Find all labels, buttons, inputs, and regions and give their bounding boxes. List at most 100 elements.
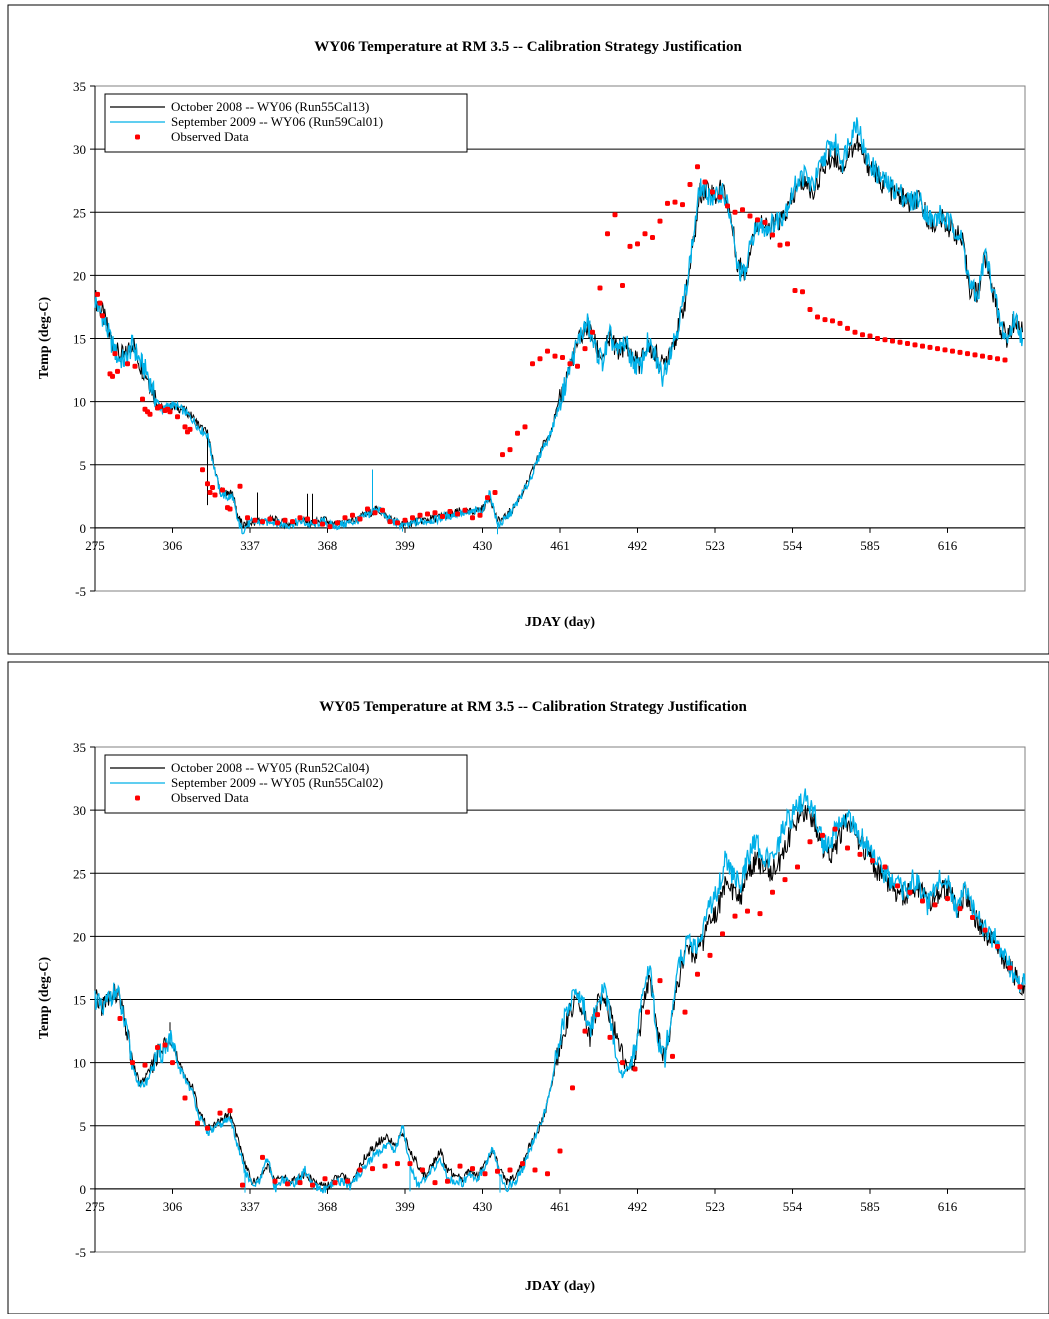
observed-point	[545, 1171, 550, 1177]
observed-point	[582, 1028, 588, 1034]
y-tick-label: 35	[73, 740, 86, 755]
observed-point	[845, 845, 850, 851]
observed-point	[857, 851, 863, 857]
observed-point	[335, 520, 340, 526]
y-tick-label: 30	[73, 803, 86, 818]
observed-point	[645, 1009, 650, 1015]
observed-point	[707, 952, 713, 958]
observed-point	[807, 839, 813, 845]
observed-point	[310, 1182, 315, 1188]
y-tick-label: 25	[73, 866, 86, 881]
observed-point	[912, 342, 918, 348]
observed-point	[972, 352, 978, 358]
observed-point	[482, 1171, 488, 1177]
y-tick-label: 5	[80, 1119, 87, 1134]
observed-point	[987, 354, 993, 360]
observed-point	[897, 339, 903, 345]
x-tick-label: 461	[550, 1199, 570, 1214]
observed-point	[95, 291, 100, 297]
x-tick-label: 399	[395, 538, 415, 553]
observed-point	[327, 524, 333, 530]
observed-point	[927, 344, 933, 350]
observed-point	[237, 483, 243, 489]
observed-point	[620, 1060, 625, 1066]
x-tick-label: 554	[783, 538, 803, 553]
observed-point	[182, 424, 188, 430]
observed-point	[132, 363, 138, 369]
observed-point	[445, 1178, 450, 1184]
observed-point	[272, 1178, 278, 1184]
observed-point	[570, 1085, 575, 1091]
observed-point	[207, 490, 213, 496]
observed-point	[557, 1148, 563, 1154]
observed-point	[597, 285, 603, 291]
legend-entry: Observed Data	[171, 790, 249, 805]
observed-point	[455, 511, 460, 517]
observed-point	[157, 404, 163, 410]
observed-point	[717, 194, 723, 200]
observed-point	[950, 348, 955, 354]
observed-point	[507, 447, 513, 453]
series-line-september-2009	[94, 788, 1026, 1194]
x-axis-label: JDAY (day)	[525, 615, 595, 630]
observed-point	[590, 329, 595, 335]
observed-point	[995, 943, 1000, 949]
legend-swatch	[135, 795, 140, 801]
observed-point	[957, 906, 963, 912]
observed-point	[612, 212, 618, 218]
observed-point	[732, 209, 738, 215]
observed-point	[567, 361, 573, 367]
observed-point	[820, 832, 825, 838]
observed-point	[117, 1015, 123, 1021]
observed-point	[365, 506, 370, 512]
observed-point	[845, 325, 850, 331]
observed-point	[710, 189, 715, 195]
observed-point	[762, 219, 768, 225]
y-axis-label: Temp (deg-C)	[37, 957, 52, 1040]
observed-point	[867, 333, 873, 339]
observed-point	[935, 346, 940, 352]
observed-point	[522, 424, 528, 430]
observed-point	[432, 510, 438, 516]
y-tick-label: 10	[73, 1056, 86, 1071]
observed-point	[740, 207, 745, 213]
y-tick-label: 20	[73, 268, 86, 283]
observed-point	[462, 507, 468, 513]
observed-point	[395, 520, 400, 526]
y-tick-label: 15	[73, 993, 86, 1008]
observed-point	[800, 289, 805, 295]
observed-point	[420, 1167, 425, 1173]
chart-wy05: WY05 Temperature at RM 3.5 -- Calibratio…	[7, 661, 1049, 1315]
x-tick-label: 275	[85, 1199, 105, 1214]
observed-point	[545, 348, 550, 354]
observed-point	[605, 231, 610, 237]
observed-point	[260, 519, 265, 525]
observed-point	[852, 329, 858, 335]
observed-point	[402, 517, 408, 523]
observed-point	[770, 889, 775, 895]
x-tick-label: 399	[395, 1199, 415, 1214]
observed-point	[227, 506, 233, 512]
observed-point	[350, 512, 355, 518]
legend-box	[104, 93, 468, 153]
observed-point	[227, 1108, 233, 1114]
y-tick-label: -5	[75, 584, 86, 599]
y-tick-label: 20	[73, 929, 86, 944]
observed-point	[980, 353, 985, 359]
plot-area: -5 0 5 10 15 20 25 30 35 275 306 337 368 399 430 461 492…	[73, 740, 1026, 1260]
observed-point	[907, 889, 913, 895]
observed-point	[290, 519, 295, 525]
observed-point	[822, 317, 828, 323]
y-tick-label: 5	[80, 458, 87, 473]
observed-point	[345, 1178, 350, 1184]
observed-point	[670, 1053, 675, 1059]
observed-point	[702, 179, 708, 185]
observed-point	[312, 519, 318, 525]
observed-point	[830, 318, 835, 324]
y-tick-label: 25	[73, 205, 86, 220]
observed-point	[680, 202, 685, 208]
observed-point	[807, 306, 813, 312]
observed-point	[182, 1095, 188, 1101]
observed-point	[112, 351, 118, 357]
observed-point	[485, 495, 490, 501]
